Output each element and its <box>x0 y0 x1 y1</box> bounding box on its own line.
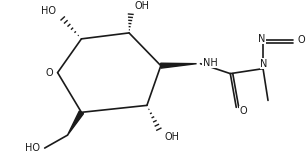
Text: N: N <box>258 34 266 44</box>
Text: OH: OH <box>165 132 180 142</box>
Text: HO: HO <box>25 143 40 153</box>
Text: OH: OH <box>134 1 149 11</box>
Text: O: O <box>46 68 54 78</box>
Text: O: O <box>239 106 247 116</box>
Text: HO: HO <box>41 6 56 16</box>
Text: O: O <box>298 35 305 45</box>
Text: NH: NH <box>203 58 217 68</box>
Polygon shape <box>68 111 84 135</box>
Text: N: N <box>260 59 268 69</box>
Polygon shape <box>161 63 196 68</box>
